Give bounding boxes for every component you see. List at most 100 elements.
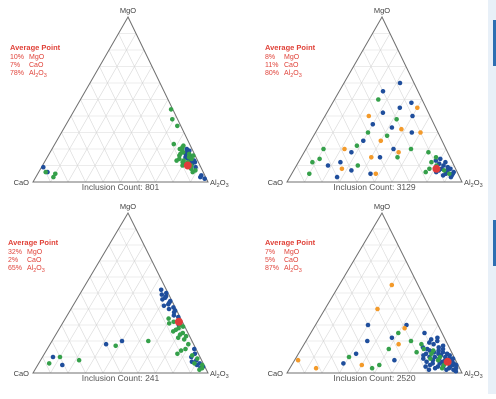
average-oxide: CaO bbox=[27, 257, 42, 264]
data-point-blue bbox=[447, 353, 453, 358]
grid-line bbox=[409, 132, 439, 183]
data-point-blue bbox=[424, 359, 429, 365]
grid-line bbox=[99, 260, 156, 374]
data-point-blue bbox=[453, 369, 459, 374]
data-point-green bbox=[396, 330, 401, 336]
average-percent: 2% bbox=[8, 257, 18, 264]
average-oxide: MgO bbox=[284, 249, 300, 256]
data-point-blue bbox=[409, 100, 414, 106]
data-point-green bbox=[307, 171, 312, 177]
data-point-green bbox=[180, 163, 185, 168]
data-point-green bbox=[195, 356, 200, 361]
data-point-blue bbox=[41, 164, 46, 170]
data-point-orange bbox=[378, 138, 384, 144]
data-point-green bbox=[421, 346, 427, 352]
data-point-blue bbox=[433, 158, 439, 163]
vertex-label-left: CaO bbox=[268, 178, 284, 187]
vertex-label-left: CaO bbox=[268, 369, 284, 378]
data-point-blue bbox=[389, 335, 395, 341]
vertex-label-right: Al2O3 bbox=[210, 369, 229, 380]
data-point-green bbox=[369, 365, 375, 371]
average-oxide: Al2O3 bbox=[284, 265, 302, 274]
data-point-blue bbox=[409, 130, 415, 135]
data-point-blue bbox=[353, 351, 359, 357]
grid-line bbox=[120, 292, 169, 374]
grid-line bbox=[99, 66, 156, 183]
data-point-blue bbox=[159, 292, 165, 297]
data-point-blue bbox=[162, 295, 168, 301]
data-point-green bbox=[354, 143, 360, 148]
data-point-green bbox=[377, 362, 382, 368]
data-point-green bbox=[174, 158, 179, 163]
grid-line bbox=[374, 99, 423, 183]
average-percent: 87% bbox=[265, 265, 279, 272]
grid-lines bbox=[42, 228, 201, 374]
data-point-blue bbox=[380, 89, 386, 94]
data-point-green bbox=[394, 117, 399, 122]
data-point-blue bbox=[171, 313, 177, 318]
data-point-orange bbox=[399, 126, 404, 132]
data-point-green bbox=[175, 335, 181, 341]
grid-line bbox=[61, 132, 86, 183]
data-point-blue bbox=[202, 176, 207, 181]
grid-line bbox=[50, 33, 137, 183]
data-point-blue bbox=[391, 146, 396, 152]
grid-line bbox=[315, 132, 340, 183]
data-point-green bbox=[178, 151, 183, 157]
data-point-blue bbox=[431, 341, 436, 347]
data-point-orange bbox=[373, 171, 379, 177]
data-point-blue bbox=[380, 110, 386, 115]
data-point-blue bbox=[448, 166, 453, 172]
data-point-green bbox=[441, 168, 447, 173]
data-point-orange bbox=[313, 365, 319, 371]
data-point-blue bbox=[161, 303, 167, 309]
data-point-green bbox=[166, 321, 172, 326]
average-oxide: MgO bbox=[27, 249, 43, 256]
average-point-marker bbox=[443, 357, 452, 366]
grid-line bbox=[118, 228, 191, 374]
data-point-green bbox=[183, 346, 188, 352]
data-point-green bbox=[321, 146, 326, 152]
edge-accent-1 bbox=[493, 20, 496, 66]
data-point-blue bbox=[450, 356, 456, 361]
data-point-orange bbox=[389, 282, 395, 288]
data-point-blue bbox=[60, 362, 65, 368]
average-percent: 7% bbox=[265, 249, 275, 256]
data-point-green bbox=[365, 130, 371, 135]
average-point-marker bbox=[174, 317, 183, 326]
grid-line bbox=[70, 308, 104, 374]
edge-accent-2 bbox=[493, 220, 496, 266]
grid-line bbox=[51, 148, 69, 183]
grid-line bbox=[70, 115, 104, 183]
data-point-green bbox=[386, 346, 392, 352]
data-point-green bbox=[181, 337, 187, 342]
data-point-green bbox=[192, 361, 197, 366]
average-point-marker bbox=[432, 164, 441, 173]
data-point-green bbox=[355, 163, 361, 168]
data-point-orange bbox=[342, 146, 347, 152]
vertex-label-left: CaO bbox=[14, 178, 30, 187]
data-point-green bbox=[433, 155, 439, 160]
data-point-green bbox=[189, 353, 195, 358]
data-point-green bbox=[178, 348, 184, 353]
data-point-green bbox=[171, 319, 176, 325]
average-oxide: CaO bbox=[284, 62, 299, 69]
vertex-label-left: CaO bbox=[14, 369, 30, 378]
data-point-green bbox=[423, 169, 429, 175]
data-point-blue bbox=[436, 345, 442, 350]
triangle-outline bbox=[32, 15, 209, 183]
data-point-orange bbox=[396, 341, 401, 347]
data-point-green bbox=[317, 156, 322, 162]
data-point-green bbox=[384, 133, 390, 139]
data-point-blue bbox=[349, 150, 354, 155]
data-point-blue bbox=[167, 300, 172, 305]
grid-lines bbox=[42, 33, 201, 183]
data-point-green bbox=[170, 117, 175, 122]
data-point-blue bbox=[368, 171, 373, 177]
data-point-green bbox=[439, 365, 445, 371]
inclusion-count-label: Inclusion Count: 2520 bbox=[333, 373, 415, 383]
data-point-green bbox=[431, 348, 436, 353]
data-point-blue bbox=[397, 105, 403, 111]
data-point-blue bbox=[172, 308, 178, 313]
average-percent: 11% bbox=[265, 62, 279, 69]
